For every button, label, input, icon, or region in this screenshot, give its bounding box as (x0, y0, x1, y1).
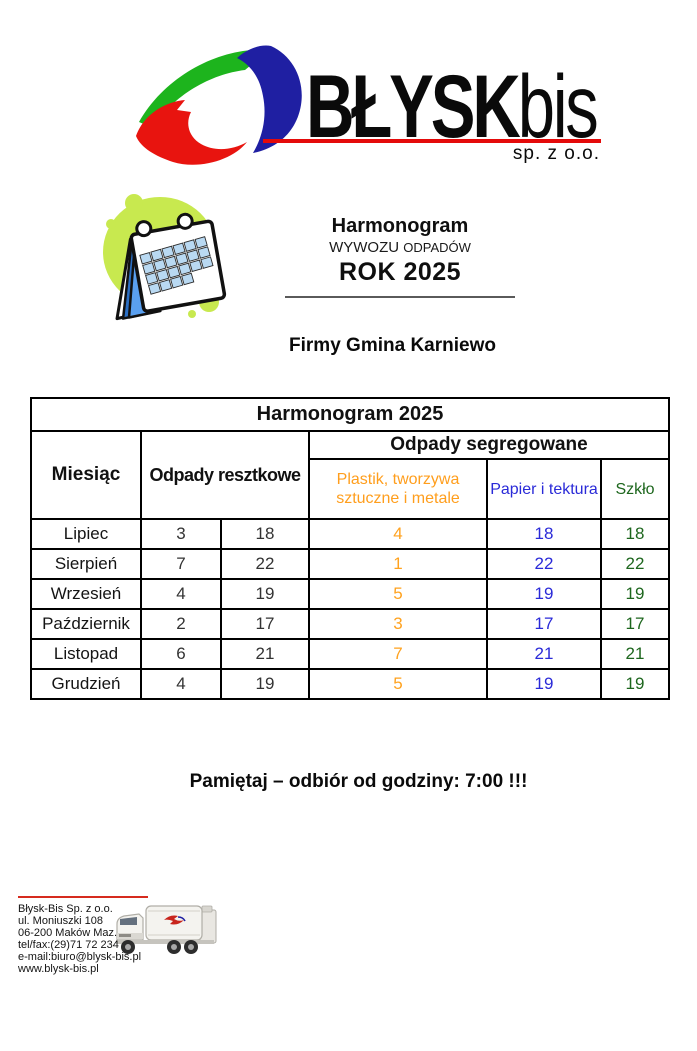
column-header-paper: Papier i tektura (486, 458, 602, 520)
paper-date: 17 (486, 608, 602, 640)
residual-date-2: 17 (220, 608, 310, 640)
table-row: Listopad 6 21 7 21 21 (30, 638, 670, 670)
paper-date: 19 (486, 578, 602, 610)
glass-date: 22 (600, 548, 670, 580)
residual-date-1: 4 (140, 578, 222, 610)
paper-date: 21 (486, 638, 602, 670)
brand-subtitle: sp. z o.o. (512, 143, 600, 164)
column-header-segregated: Odpady segregowane (308, 430, 670, 460)
footer-city: 06-200 Maków Maz. (18, 927, 118, 939)
residual-date-1: 7 (140, 548, 222, 580)
footer-website: www.blysk-bis.pl (18, 963, 99, 975)
residual-date-2: 22 (220, 548, 310, 580)
month-cell: Listopad (30, 638, 142, 670)
schedule-table: Harmonogram 2025 Miesiąc Odpady resztkow… (30, 397, 670, 700)
paper-date: 19 (486, 668, 602, 700)
month-cell: Wrzesień (30, 578, 142, 610)
plastic-date: 1 (308, 548, 488, 580)
table-title: Harmonogram 2025 (30, 397, 670, 432)
plastic-date: 7 (308, 638, 488, 670)
residual-date-2: 21 (220, 638, 310, 670)
residual-date-1: 4 (140, 668, 222, 700)
column-header-plastic: Plastik, tworzywa sztuczne i metale (308, 458, 488, 520)
column-header-glass: Szkło (600, 458, 670, 520)
table-row: Październik 2 17 3 17 17 (30, 608, 670, 640)
title-harmonogram: Harmonogram (331, 215, 469, 237)
glass-date: 19 (600, 668, 670, 700)
footer-street: ul. Moniuszki 108 (18, 915, 103, 927)
glass-date: 19 (600, 578, 670, 610)
plastic-date: 3 (308, 608, 488, 640)
paper-date: 22 (486, 548, 602, 580)
company-logo-icon (133, 40, 305, 165)
paper-date: 18 (486, 518, 602, 550)
plastic-date: 4 (308, 518, 488, 550)
month-cell: Sierpień (30, 548, 142, 580)
footer-divider (18, 896, 148, 898)
footer-email: e-mail:biuro@blysk-bis.pl (18, 951, 142, 963)
table-row: Sierpień 7 22 1 22 22 (30, 548, 670, 580)
table-row: Grudzień 4 19 5 19 19 (30, 668, 670, 700)
page-subtitle: Firmy Gmina Karniewo (289, 335, 496, 356)
column-header-residual: Odpady resztkowe (140, 430, 310, 520)
brand-suffix: bis (517, 56, 599, 157)
brand-word: BŁYSK (306, 56, 521, 157)
column-header-month: Miesiąc (30, 430, 142, 520)
residual-date-1: 2 (140, 608, 222, 640)
month-cell: Grudzień (30, 668, 142, 700)
glass-date: 17 (600, 608, 670, 640)
title-rok: ROK 2025 (338, 258, 462, 286)
plastic-date: 5 (308, 668, 488, 700)
table-row: Lipiec 3 18 4 18 18 (30, 518, 670, 550)
residual-date-2: 19 (220, 578, 310, 610)
month-cell: Lipiec (30, 518, 142, 550)
company-name: BŁYSKbis (306, 62, 599, 151)
glass-date: 21 (600, 638, 670, 670)
residual-date-1: 6 (140, 638, 222, 670)
footer-company: Błysk-Bis Sp. z o.o. (18, 903, 113, 915)
brand-underline (263, 139, 601, 143)
garbage-truck-image (112, 897, 220, 969)
title-divider (285, 296, 515, 298)
document-title-block: Harmonogram WYWOZU ODPADÓW ROK 2025 (247, 215, 553, 298)
pickup-time-reminder: Pamiętaj – odbiór od godziny: 7:00 !!! (189, 771, 528, 792)
residual-date-1: 3 (140, 518, 222, 550)
footer-contact-block: Błysk-Bis Sp. z o.o. ul. Moniuszki 108 0… (18, 903, 141, 975)
title-wywozu-odpadow: WYWOZU ODPADÓW (329, 239, 471, 256)
plastic-date: 5 (308, 578, 488, 610)
residual-date-2: 19 (220, 668, 310, 700)
calendar-icon (93, 183, 229, 321)
residual-date-2: 18 (220, 518, 310, 550)
month-cell: Październik (30, 608, 142, 640)
table-row: Wrzesień 4 19 5 19 19 (30, 578, 670, 610)
footer-phone: tel/fax:(29)71 72 234 (18, 939, 119, 951)
glass-date: 18 (600, 518, 670, 550)
